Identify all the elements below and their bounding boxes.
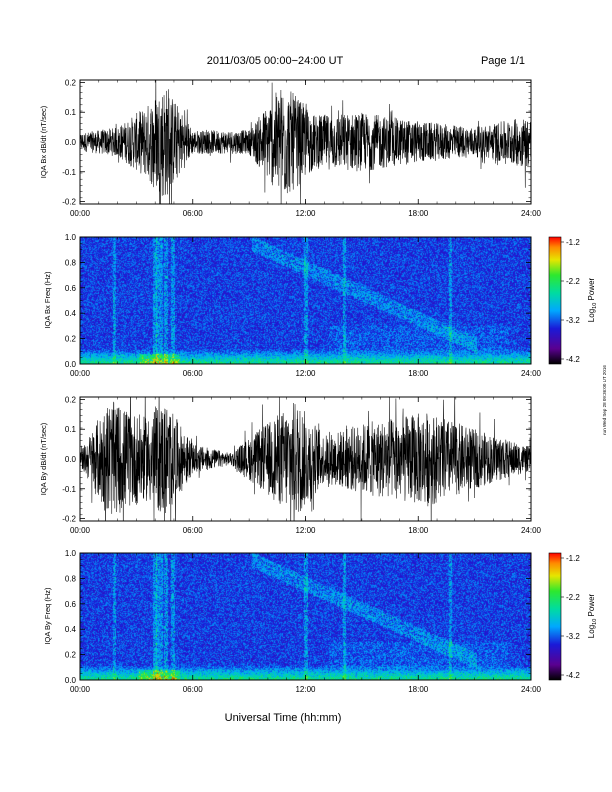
- run-timestamp-note: run Wed Sep 28 09:36:00 UT 2016: [602, 365, 607, 435]
- y-tick-label: 0.2: [65, 395, 77, 404]
- y-tick: 0.2: [65, 78, 531, 87]
- colorbar-label: Log10 Power: [587, 593, 598, 638]
- y-axis-ticks: 0.2 0.1 0.0 -0.1 -0.2: [62, 78, 531, 207]
- y-tick-label: 0.1: [65, 108, 77, 117]
- x-axis-label: Universal Time (hh:mm): [225, 712, 342, 724]
- x-tick-label: 24:00: [521, 685, 542, 694]
- y-tick: 0.1: [65, 108, 531, 117]
- y-tick-label: 0.0: [65, 360, 77, 369]
- x-tick-label: 18:00: [408, 685, 429, 694]
- y-tick: 0.1: [65, 425, 531, 434]
- x-tick-label: 12:00: [295, 685, 316, 694]
- y-tick-label: 1.0: [65, 233, 77, 242]
- y-axis-ticks: 0.2 0.1 0.0 -0.1 -0.2: [62, 395, 531, 524]
- colorbar-label: Log10 Power: [587, 277, 598, 322]
- y-tick-label: 0.0: [65, 676, 77, 685]
- y-tick-label: 0.2: [65, 335, 77, 344]
- y-tick-label: -0.2: [62, 515, 76, 524]
- x-tick-label: 12:00: [295, 526, 316, 535]
- y-tick-label: 0.6: [65, 284, 77, 293]
- y-tick-label: 0.6: [65, 600, 77, 609]
- colorbar-tick-label: -4.2: [566, 671, 580, 680]
- y-axis-label: IQA By Freq (Hz): [43, 587, 52, 645]
- x-tick-label: 00:00: [70, 369, 91, 378]
- y-axis-label: IQA By dB/dt (nT/sec): [39, 422, 48, 495]
- y-tick-label: 0.8: [65, 258, 77, 267]
- y-tick: -0.2: [62, 198, 531, 207]
- y-tick: 0.2: [65, 395, 531, 404]
- colorbar-tick: -2.2: [561, 277, 580, 286]
- colorbar-ticks: -1.2 -2.2 -3.2 -4.2: [561, 238, 580, 364]
- y-tick-label: 1.0: [65, 549, 77, 558]
- x-tick-label: 00:00: [70, 209, 91, 218]
- x-tick-label: 18:00: [408, 369, 429, 378]
- colorbar-tick: -1.2: [561, 554, 580, 563]
- colorbar-tick-label: -2.2: [566, 593, 580, 602]
- x-tick-label: 06:00: [183, 369, 204, 378]
- x-tick-label: 06:00: [183, 526, 204, 535]
- x-axis-ticks: 00:00 06:00 12:00 18:00 24:00: [70, 237, 542, 378]
- panel-by-dbdt: 0.2 0.1 0.0 -0.1 -0.2 00:00 06:00 12:00 18:00 24…: [39, 395, 542, 535]
- colorbar-tick: -4.2: [561, 671, 580, 680]
- x-tick-label: 24:00: [521, 209, 542, 218]
- y-tick-label: 0.0: [65, 138, 77, 147]
- x-axis-ticks: 00:00 06:00 12:00 18:00 24:00: [70, 553, 542, 694]
- y-axis-label: IQA Bx Freq (Hz): [43, 271, 52, 329]
- waveform-by: [80, 397, 531, 521]
- x-tick-label: 12:00: [295, 369, 316, 378]
- x-tick-label: 06:00: [183, 209, 204, 218]
- colorbar-tick-label: -3.2: [566, 632, 580, 641]
- y-axis-ticks: 1.0 0.8 0.6 0.4 0.2 0.0: [65, 233, 531, 369]
- x-tick-label: 24:00: [521, 369, 542, 378]
- panel-by-spectrogram: 1.0 0.8 0.6 0.4 0.2 0.0 00:00 06:00 12:00 18:00 2…: [43, 549, 598, 694]
- colorbar-tick-label: -4.2: [566, 355, 580, 364]
- y-tick: -0.1: [62, 168, 531, 177]
- y-tick: -0.1: [62, 485, 531, 494]
- colorbar-tick-label: -3.2: [566, 316, 580, 325]
- x-tick-label: 00:00: [70, 526, 91, 535]
- colorbar-tick-label: -1.2: [566, 238, 580, 247]
- colorbar-ticks: -1.2 -2.2 -3.2 -4.2: [561, 554, 580, 680]
- colorbar-tick: -3.2: [561, 632, 580, 641]
- page-indicator: Page 1/1: [481, 55, 525, 67]
- x-axis-ticks: 00:00 06:00 12:00 18:00 24:00: [70, 397, 542, 535]
- x-tick-label: 12:00: [295, 209, 316, 218]
- figure-title: 2011/03/05 00:00−24:00 UT: [207, 55, 344, 67]
- y-tick-label: 0.4: [65, 309, 77, 318]
- y-axis-label: IQA Bx dB/dt (nT/sec): [39, 105, 48, 178]
- x-tick-label: 06:00: [183, 685, 204, 694]
- y-tick-label: 0.4: [65, 625, 77, 634]
- waveform-trace: [80, 397, 531, 521]
- y-tick-label: 0.8: [65, 574, 77, 583]
- y-tick: -0.2: [62, 515, 531, 524]
- colorbar-tick-label: -1.2: [566, 554, 580, 563]
- colorbar-tick: -2.2: [561, 593, 580, 602]
- x-tick-label: 18:00: [408, 526, 429, 535]
- waveform-trace: [80, 80, 531, 204]
- y-axis-ticks: 1.0 0.8 0.6 0.4 0.2 0.0: [65, 549, 531, 685]
- y-tick-label: 0.1: [65, 425, 77, 434]
- y-tick-label: 0.2: [65, 651, 77, 660]
- x-tick-label: 24:00: [521, 526, 542, 535]
- colorbar: [548, 552, 562, 681]
- y-tick-label: 0.2: [65, 78, 77, 87]
- y-tick-label: -0.2: [62, 198, 76, 207]
- colorbar-tick: -1.2: [561, 238, 580, 247]
- spectrogram-by-image: [80, 553, 531, 680]
- colorbar: [548, 236, 562, 365]
- x-tick-label: 18:00: [408, 209, 429, 218]
- y-tick-label: -0.1: [62, 168, 76, 177]
- spectrogram-bx-image: [80, 237, 531, 364]
- waveform-bx: [80, 80, 531, 204]
- panel-bx-dbdt: 0.2 0.1 0.0 -0.1 -0.2 00:00 06:00 12:00 18:00 24…: [39, 78, 542, 218]
- x-axis-ticks: 00:00 06:00 12:00 18:00 24:00: [70, 80, 542, 218]
- colorbar-tick: -4.2: [561, 355, 580, 364]
- x-tick-label: 00:00: [70, 685, 91, 694]
- panel-bx-spectrogram: 1.0 0.8 0.6 0.4 0.2 0.0 00:00 06:00 12:00 18:00 2…: [43, 233, 598, 378]
- colorbar-tick-label: -2.2: [566, 277, 580, 286]
- colorbar-tick: -3.2: [561, 316, 580, 325]
- y-tick-label: 0.0: [65, 455, 77, 464]
- y-tick-label: -0.1: [62, 485, 76, 494]
